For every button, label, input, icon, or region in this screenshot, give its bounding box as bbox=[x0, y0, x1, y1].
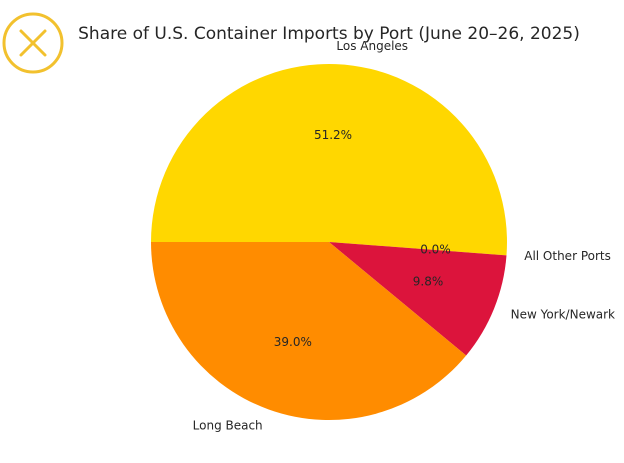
logo-x-stroke-2 bbox=[19, 29, 47, 57]
slice-percent-new-york-newark: 9.8% bbox=[413, 274, 444, 288]
slices-layer bbox=[151, 64, 507, 420]
slice-label-all-other-ports: All Other Ports bbox=[524, 249, 611, 263]
logo bbox=[2, 12, 64, 74]
slice-label-new-york-newark: New York/Newark bbox=[511, 308, 615, 322]
chart-title: Share of U.S. Container Imports by Port … bbox=[78, 24, 580, 44]
slice-label-long-beach: Long Beach bbox=[193, 419, 263, 433]
slice-percent-long-beach: 39.0% bbox=[274, 335, 312, 349]
slice-percent-los-angeles: 51.2% bbox=[314, 128, 352, 142]
pie-slice-los-angeles bbox=[151, 64, 507, 256]
labels-layer: Los Angeles 51.2% All Other Ports 0.0% New Y… bbox=[193, 39, 615, 433]
logo-circle bbox=[2, 12, 64, 74]
pie-slice-long-beach bbox=[151, 242, 467, 420]
slice-label-los-angeles: Los Angeles bbox=[336, 39, 408, 53]
slice-percent-all-other-ports: 0.0% bbox=[420, 243, 451, 257]
pie-slice-new-york-newark bbox=[329, 242, 507, 356]
